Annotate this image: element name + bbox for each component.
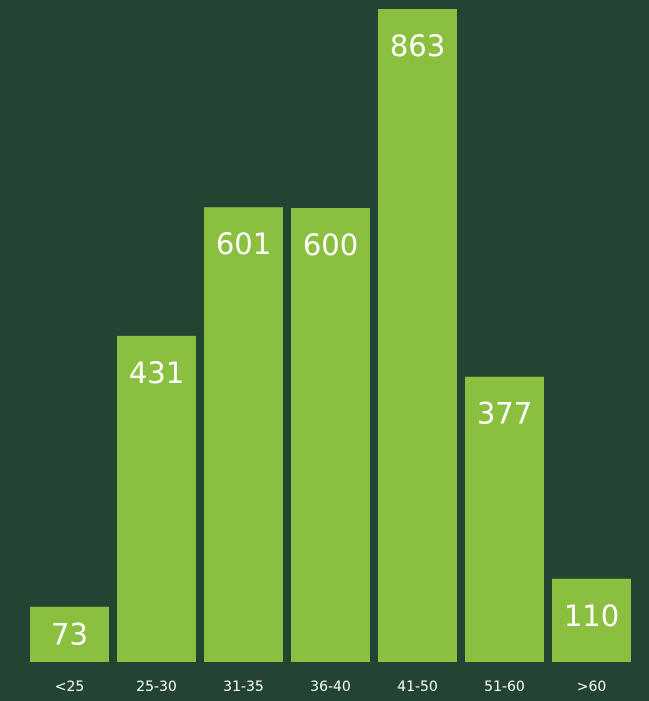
x-tick-label: >60 bbox=[577, 679, 607, 695]
bar bbox=[552, 578, 631, 662]
value-label: 863 bbox=[390, 29, 445, 63]
x-tick-label: 25-30 bbox=[136, 679, 177, 695]
bar bbox=[30, 606, 109, 662]
bar bbox=[117, 335, 196, 662]
x-tick-label: 36-40 bbox=[310, 679, 351, 695]
bar bbox=[291, 208, 370, 662]
x-tick-label: <25 bbox=[55, 679, 85, 695]
value-label: 601 bbox=[216, 227, 271, 261]
x-tick-label: 31-35 bbox=[223, 679, 264, 695]
value-label: 110 bbox=[564, 599, 619, 633]
x-tick-label: 41-50 bbox=[397, 679, 438, 695]
bar bbox=[204, 207, 283, 662]
value-label: 377 bbox=[477, 397, 532, 431]
bar bbox=[465, 376, 544, 662]
x-tick-label: 51-60 bbox=[484, 679, 525, 695]
bar bbox=[378, 9, 457, 662]
value-label: 73 bbox=[51, 617, 88, 651]
value-label: 600 bbox=[303, 228, 358, 262]
value-label: 431 bbox=[129, 356, 184, 390]
